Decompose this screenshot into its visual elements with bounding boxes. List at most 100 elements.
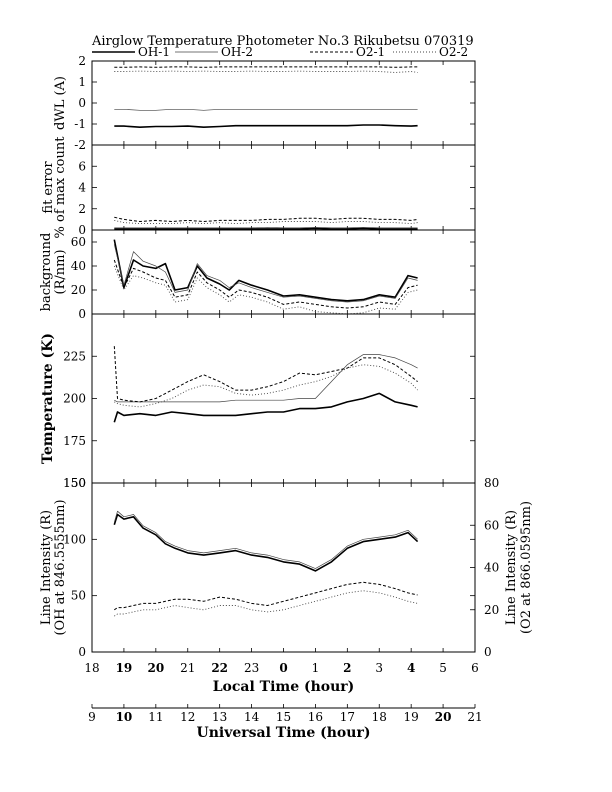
y-tick-label: 60	[71, 235, 86, 249]
panel-3: 0 20 40 60 background (R/nm)	[39, 229, 476, 321]
local-time-axis-tick-label: 6	[471, 661, 479, 675]
universal-time-axis-tick-label: 13	[212, 710, 227, 724]
universal-time-axis-tick-label: 10	[116, 710, 133, 724]
y-axis-label-2: % of max count	[53, 136, 68, 239]
y-tick-label: 0	[78, 223, 86, 237]
series-o2-2	[114, 590, 418, 617]
series-o2-1	[114, 216, 418, 222]
y-axis-label: dWL (A)	[53, 76, 68, 130]
panel-frame	[91, 229, 476, 315]
local-time-axis-tick-label: 0	[279, 661, 287, 675]
universal-time-axis-tick-label: 20	[435, 710, 452, 724]
y-axis-label: background	[39, 233, 54, 312]
legend: OH-1 OH-2 O2-1 O2-2	[92, 45, 468, 59]
series-o2-2	[113, 265, 418, 315]
universal-time-axis-tick-label: 17	[340, 710, 355, 724]
panel-1: -2 -1 0 1 2 dWL (A)	[53, 54, 476, 152]
legend-label-o2-1: O2-1	[356, 45, 385, 59]
series-oh-2	[114, 108, 418, 111]
universal-time-axis-tick-label: 14	[244, 710, 260, 724]
series-o2-1	[113, 259, 418, 309]
panel-frame	[91, 482, 476, 653]
y-tick-label: 40	[71, 259, 86, 273]
y-tick-label: 225	[63, 349, 86, 363]
local-time-axis-tick-label: 19	[116, 661, 133, 675]
legend-label-o2-2: O2-2	[439, 45, 468, 59]
series-o2-2	[114, 70, 418, 73]
panel-4: 150 175 200 225 Temperature (K)	[40, 313, 476, 490]
y-axis-label-2: (OH at 846.5555nm)	[53, 499, 68, 635]
y-axis-label: fit error	[41, 161, 56, 214]
chart-title: Airglow Temperature Photometer No.3 Riku…	[91, 34, 474, 49]
local-time-axis-tick-label: 21	[180, 661, 195, 675]
local-time-axis-tick-label: 2	[343, 661, 351, 675]
local-time-axis-tick-label: 22	[211, 661, 228, 675]
local-time-axis-tick-label: 4	[407, 661, 415, 675]
series-oh-2	[114, 354, 418, 403]
y-tick-label: 200	[63, 392, 86, 406]
series-oh-2	[113, 510, 418, 569]
panels: -2 -1 0 1 2 dWL (A) 0 2 4 6 fit error% of max coun…	[39, 54, 534, 659]
y-tick-label: 50	[71, 589, 86, 603]
series-oh-1	[113, 513, 419, 572]
universal-time-axis-tick-label: 12	[180, 710, 195, 724]
y-right-tick-label: 60	[484, 518, 499, 532]
universal-time-axis-tick-label: 15	[276, 710, 291, 724]
local-time-axis-title: Local Time (hour)	[213, 679, 355, 695]
universal-time-axis-tick-label: 19	[404, 710, 419, 724]
local-time-axis-tick-label: 23	[244, 661, 259, 675]
series-o2-2	[114, 364, 418, 408]
universal-time-axis-tick-label: 11	[148, 710, 163, 724]
series-oh-1	[114, 124, 418, 128]
y-tick-label: 2	[78, 54, 86, 68]
y-tick-label: 4	[78, 181, 86, 195]
y-tick-label: 0	[78, 96, 86, 110]
legend-label-oh-1: OH-1	[138, 45, 170, 59]
y-right-label-2: (O2 at 866.0595nm)	[519, 501, 534, 634]
series-oh-1	[113, 239, 418, 302]
y-axis-label: Temperature (K)	[40, 333, 56, 464]
y-tick-label: 6	[78, 159, 86, 173]
y-right-label: Line Intensity (R)	[504, 510, 519, 625]
y-right-tick-label: 40	[484, 561, 499, 575]
local-time-axis-tick-label: 5	[439, 661, 447, 675]
series-oh-1	[113, 392, 418, 423]
y-right-tick-label: 20	[484, 603, 499, 617]
universal-time-axis-tick-label: 9	[88, 710, 96, 724]
panel-frame	[91, 60, 476, 146]
y-right-tick-label: 0	[484, 645, 492, 659]
panel-frame	[91, 313, 476, 484]
panel-5: 0 50 100 150 0 20 40 60 80 Line Intensity (R) (O2 …	[39, 476, 534, 659]
legend-label-oh-2: OH-2	[221, 45, 253, 59]
y-tick-label: -2	[74, 138, 86, 152]
y-right-tick-label: 80	[484, 476, 499, 490]
series-o2-1	[114, 581, 418, 611]
universal-time-axis-tick-label: 18	[372, 710, 387, 724]
y-tick-label: 2	[78, 202, 86, 216]
y-axis-label-2: (R/nm)	[53, 249, 68, 294]
local-time-axis-tick-label: 18	[84, 661, 99, 675]
panel-2: 0 2 4 6 fit error% of max count	[41, 136, 476, 239]
y-tick-label: 150	[63, 476, 86, 490]
series-oh-2	[114, 226, 418, 229]
y-tick-label: 175	[63, 434, 86, 448]
y-tick-label: 20	[71, 283, 86, 297]
local-time-axis-tick-label: 3	[375, 661, 383, 675]
universal-time-axis-title: Universal Time (hour)	[197, 725, 371, 741]
series-oh-2	[113, 244, 418, 303]
y-tick-label: 150	[63, 476, 86, 490]
y-tick-label: -1	[74, 117, 86, 131]
local-time-axis-tick-label: 20	[147, 661, 164, 675]
series-o2-2	[114, 219, 418, 225]
y-tick-label: 100	[63, 532, 86, 546]
y-tick-label: 1	[78, 75, 86, 89]
panel-frame	[91, 144, 476, 231]
series-oh-1	[114, 227, 418, 230]
y-tick-label: 0	[78, 645, 86, 659]
local-time-axis-tick-label: 1	[312, 661, 320, 675]
y-tick-label: 0	[78, 307, 86, 321]
universal-time-axis-tick-label: 21	[467, 710, 482, 724]
